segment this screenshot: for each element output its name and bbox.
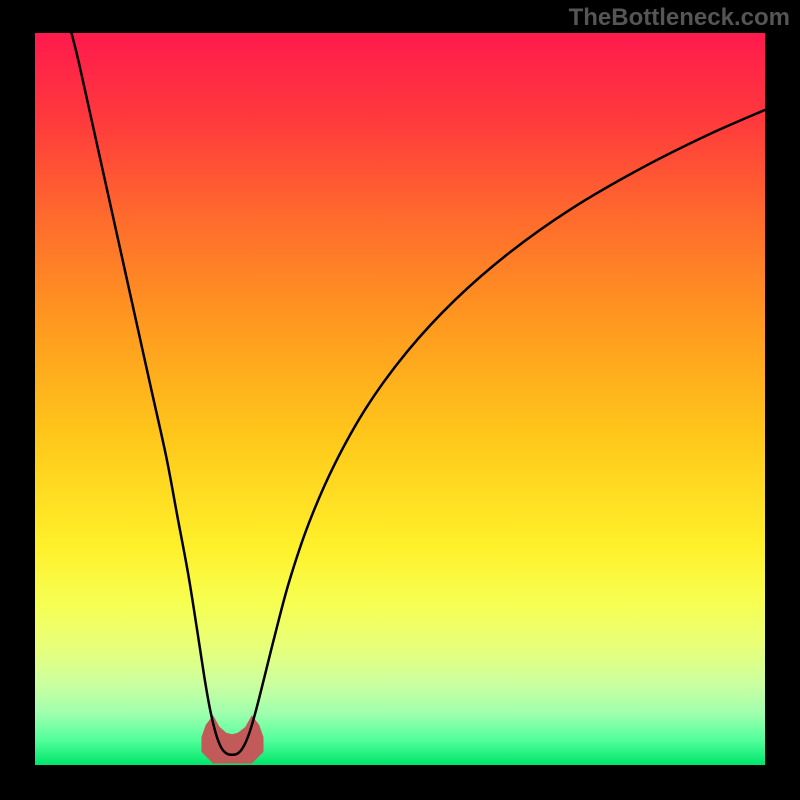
chart-container: TheBottleneck.com [0, 0, 800, 800]
watermark-text: TheBottleneck.com [569, 4, 790, 32]
plot-svg [35, 33, 765, 765]
plot-area [35, 33, 765, 765]
gradient-background [35, 33, 765, 765]
